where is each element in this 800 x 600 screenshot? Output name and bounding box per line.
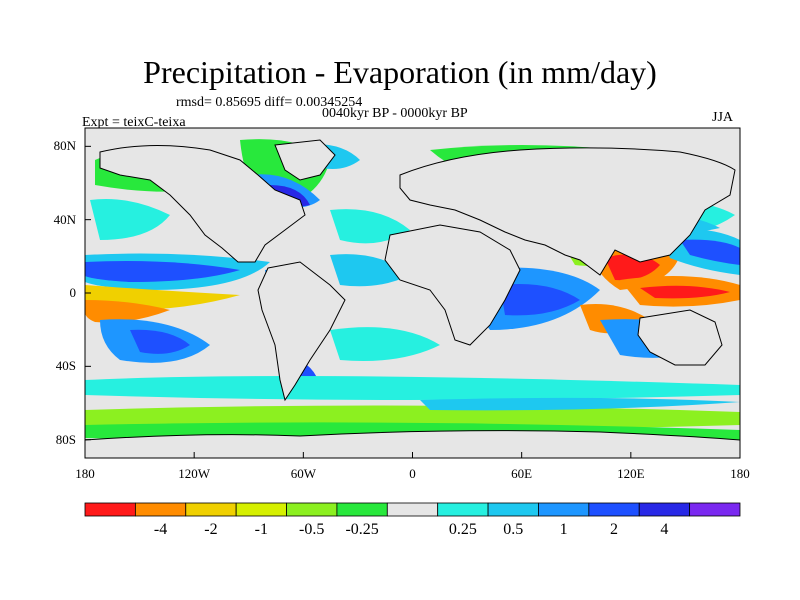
colorbar-swatch xyxy=(689,502,741,517)
experiment-line: Expt = teixC-teixa xyxy=(82,115,186,130)
anomaly-patch xyxy=(330,254,410,287)
colorbar-swatch xyxy=(185,502,237,517)
colorbar-swatch xyxy=(336,502,388,517)
south-america-outline xyxy=(257,261,346,402)
colorbar-label: -0.25 xyxy=(345,521,379,538)
anomaly-patch xyxy=(500,284,580,316)
anomaly-patch xyxy=(130,329,190,354)
season-label: JJA xyxy=(712,110,734,125)
x-tick-label: 0 xyxy=(409,466,416,481)
map-plot-area xyxy=(85,128,740,458)
y-tick-label: 80S xyxy=(55,431,76,447)
greenland-outline xyxy=(274,139,336,181)
africa-outline xyxy=(384,224,521,346)
y-tick-label: 40N xyxy=(53,211,76,227)
colorbar-label: 2 xyxy=(610,521,619,538)
eurasia-outline xyxy=(399,147,736,276)
colorbar-swatch xyxy=(84,502,136,517)
y-tick-label: 0 xyxy=(69,285,77,300)
x-tick-label: 60W xyxy=(290,466,316,481)
colorbar-label: 4 xyxy=(660,521,669,538)
map-title: Precipitation - Evaporation (in mm/day) xyxy=(143,54,657,90)
x-tick-label: 120E xyxy=(617,466,645,481)
australia-outline xyxy=(637,309,723,366)
colorbar-swatch xyxy=(235,502,287,517)
colorbar-label: 0.5 xyxy=(503,521,524,538)
colorbar-swatch xyxy=(134,502,187,517)
colorbar-label: -2 xyxy=(204,521,218,538)
colorbar xyxy=(84,502,741,517)
anomaly-patch xyxy=(330,327,440,361)
x-tick-label: 120W xyxy=(178,466,211,481)
anomaly-patch xyxy=(420,397,740,411)
colorbar-label: 1 xyxy=(559,521,568,538)
x-tick-label: 180 xyxy=(730,466,750,481)
coastlines xyxy=(85,139,740,458)
anomaly-patch xyxy=(85,261,240,282)
colorbar-label: -4 xyxy=(153,521,168,538)
colorbar-swatch xyxy=(638,502,691,517)
colorbar-label: -0.5 xyxy=(299,521,325,538)
stats-line: rmsd= 0.85695 diff= 0.00345254 xyxy=(176,95,363,110)
x-tick-label: 180 xyxy=(75,466,95,481)
colorbar-swatch xyxy=(286,502,338,517)
colorbar-swatch xyxy=(588,502,640,517)
colorbar-label: -1 xyxy=(254,521,268,538)
anomaly-patch xyxy=(85,300,170,323)
x-tick-label: 60E xyxy=(511,466,533,481)
period-line: 0040kyr BP - 0000kyr BP xyxy=(322,106,468,121)
anomaly-patch xyxy=(90,199,170,240)
colorbar-swatch xyxy=(386,502,439,517)
colorbar-swatch xyxy=(437,502,489,517)
y-tick-label: 80N xyxy=(53,138,76,154)
y-tick-label: 40S xyxy=(55,358,76,374)
north-america-outline xyxy=(99,144,306,263)
anomaly-patch xyxy=(85,376,740,400)
colorbar-swatch xyxy=(487,502,539,517)
tick-marks xyxy=(84,145,741,458)
colorbar-swatch xyxy=(538,502,590,517)
anomaly-patch xyxy=(680,239,740,265)
anomaly-patch xyxy=(640,285,730,299)
antarctica-outline xyxy=(85,430,740,458)
colorbar-label: 0.25 xyxy=(448,521,477,538)
